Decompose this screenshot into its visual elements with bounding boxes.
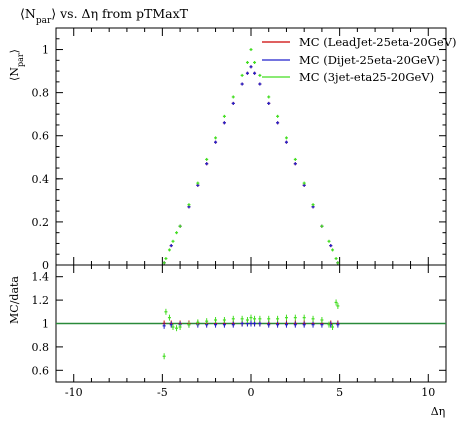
x-ticks: -10 -5 0 5 10 bbox=[55, 28, 447, 399]
ratio-series bbox=[56, 299, 446, 360]
main-series bbox=[162, 48, 340, 265]
ratio-y-tick-label: 1.2 bbox=[32, 294, 50, 307]
legend: MC (LeadJet-25eta-20GeV) MC (Dijet-25eta… bbox=[262, 35, 457, 84]
x-tick-label: 0 bbox=[248, 386, 255, 399]
ratio-y-tick-label: 1 bbox=[42, 318, 49, 331]
y-tick-label: 0.8 bbox=[32, 87, 50, 100]
y-tick-label: 0.4 bbox=[32, 173, 50, 186]
ratio-y-tick-label: 0.8 bbox=[32, 341, 50, 354]
y-tick-label: 0.2 bbox=[32, 216, 50, 229]
legend-label-2: MC (3jet-eta25-20GeV) bbox=[299, 70, 434, 84]
x-tick-label: -5 bbox=[157, 386, 168, 399]
y-tick-label: 1 bbox=[42, 44, 49, 57]
chart-title: ⟨Npar⟩ vs. Δη from pTMaxT bbox=[20, 6, 189, 26]
x-tick-label: 5 bbox=[336, 386, 343, 399]
ratio-y-tick-label: 0.6 bbox=[32, 364, 50, 377]
ratio-y-tick-label: 1.4 bbox=[32, 271, 50, 284]
x-tick-label: 10 bbox=[421, 386, 435, 399]
y-tick-label: 0.6 bbox=[32, 130, 50, 143]
x-tick-label: -10 bbox=[65, 386, 83, 399]
y-axis-label: ⟨Npar⟩ bbox=[8, 49, 25, 81]
x-axis-label: Δη bbox=[431, 405, 446, 418]
legend-label-1: MC (Dijet-25eta-20GeV) bbox=[299, 53, 440, 67]
main-ticks: 0 0.2 0.4 0.6 0.8 1 bbox=[32, 38, 446, 272]
ratio-ticks: 0.6 0.8 1 1.2 1.4 bbox=[32, 271, 446, 377]
legend-label-0: MC (LeadJet-25eta-20GeV) bbox=[299, 35, 457, 49]
ratio-y-axis-label: MC/data bbox=[8, 276, 21, 324]
y-tick-label: 0 bbox=[42, 259, 49, 272]
